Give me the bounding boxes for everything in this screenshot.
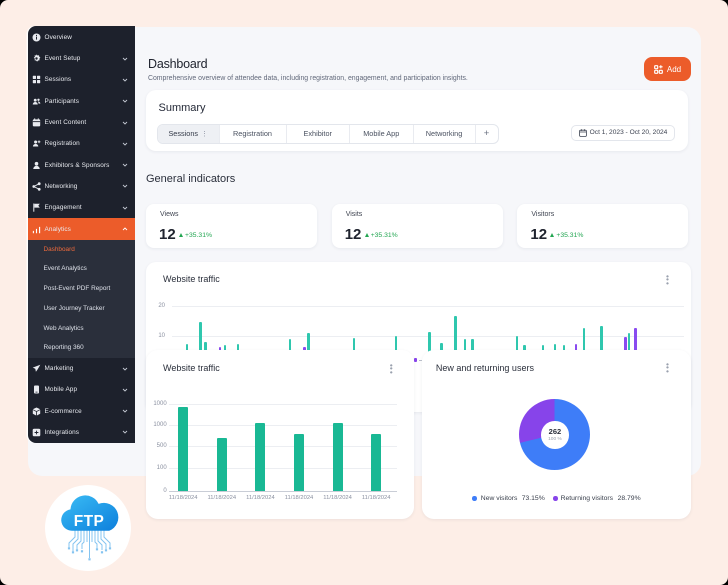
- svg-text:FTP: FTP: [74, 513, 104, 530]
